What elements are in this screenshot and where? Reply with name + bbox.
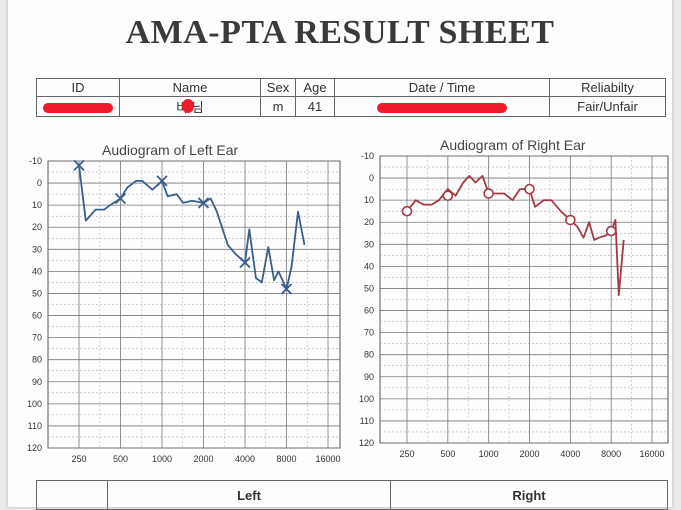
x-tick-label: 500 (113, 454, 128, 464)
y-tick-label: 50 (32, 288, 42, 298)
o-marker (524, 183, 535, 195)
o-marker (401, 205, 413, 217)
x-tick-label: 8000 (601, 449, 621, 459)
y-tick-label: 0 (369, 173, 374, 183)
x-tick-label: 250 (71, 454, 86, 464)
reliability-value: Fair/Unfair (549, 96, 666, 117)
patient-info-table: ID Name Sex Age Date / Time Reliabilty 바… (36, 78, 666, 117)
y-tick-label: 40 (364, 261, 374, 271)
summary-blank-cell (36, 480, 108, 510)
y-tick-label: 10 (364, 195, 374, 205)
x-tick-label: 16000 (315, 454, 340, 464)
x-marker-stroke (114, 192, 127, 205)
y-tick-label: 20 (32, 222, 42, 232)
sex-value: m (260, 96, 296, 117)
x-tick-label: 8000 (276, 454, 296, 464)
x-tick-label: 16000 (639, 449, 664, 459)
y-tick-label: 100 (27, 399, 42, 409)
y-tick-label: 60 (32, 311, 42, 321)
info-value-row: 바 님 m 41 Fair/Unfair (36, 96, 666, 117)
y-tick-label: 70 (364, 328, 374, 338)
left-summary-label: Left (107, 480, 391, 510)
name-header: Name (119, 78, 261, 97)
x-marker (156, 175, 168, 187)
x-marker-stroke (73, 159, 85, 172)
left-ear-audiogram: -10 0 10 20 30 40 50 60 70 80 90 100 110 120 250 500 100… (27, 156, 341, 464)
x-tick-label: 1000 (479, 449, 499, 459)
x-tick-label: 2000 (519, 449, 539, 459)
age-header: Age (295, 78, 335, 97)
info-header-row: ID Name Sex Age Date / Time Reliabilty (36, 78, 666, 97)
date-cell (334, 96, 550, 117)
x-marker-stroke (280, 283, 293, 295)
y-tick-label: 100 (359, 394, 374, 404)
y-tick-label: 70 (32, 333, 42, 343)
x-tick-label: 1000 (152, 454, 172, 464)
x-marker-stroke (239, 256, 251, 269)
right-ear-audiogram: -10 0 10 20 30 40 50 60 70 80 90 100 110 120 250 500 100… (359, 151, 669, 459)
result-sheet: AMA-PTA RESULT SHEET ID Name Sex Age Dat… (8, 0, 672, 510)
o-marker (565, 214, 576, 226)
x-tick-label: 4000 (235, 454, 255, 464)
y-tick-label: 110 (28, 421, 42, 431)
y-tick-label: 10 (32, 200, 42, 210)
y-tick-label: 110 (360, 416, 374, 426)
x-tick-label: 250 (399, 449, 414, 459)
summary-header-row: Left Right (36, 480, 668, 510)
x-tick-label: 2000 (193, 454, 213, 464)
x-marker (73, 159, 85, 172)
y-tick-label: -10 (361, 151, 374, 161)
right-chart-title: Audiogram of Right Ear (440, 137, 586, 153)
y-tick-label: 90 (364, 372, 374, 382)
x-marker-stroke (197, 197, 210, 209)
y-tick-label: 50 (364, 283, 374, 293)
o-marker (483, 188, 494, 199)
id-cell (36, 96, 120, 117)
x-marker-stroke (156, 175, 168, 187)
threshold-line (406, 174, 625, 297)
date-redaction (377, 102, 507, 113)
y-tick-label: 20 (364, 217, 374, 227)
x-marker (280, 283, 293, 295)
sex-header: Sex (260, 78, 296, 97)
id-header: ID (36, 78, 120, 97)
y-tick-label: -10 (29, 156, 42, 166)
x-tick-label: 4000 (560, 449, 580, 459)
id-redaction (43, 102, 113, 113)
y-tick-label: 80 (32, 355, 42, 365)
y-tick-label: 80 (364, 350, 374, 360)
y-tick-label: 90 (32, 377, 42, 387)
x-marker (114, 192, 127, 205)
reliability-header: Reliabilty (549, 78, 666, 97)
o-marker (605, 225, 617, 237)
y-tick-label: 0 (37, 178, 42, 188)
y-tick-label: 120 (359, 438, 374, 448)
o-marker (442, 190, 454, 202)
y-tick-label: 60 (364, 306, 374, 316)
sheet-title: AMA-PTA RESULT SHEET (125, 14, 555, 51)
x-marker (197, 197, 210, 209)
name-redaction (182, 99, 194, 113)
right-summary-label: Right (390, 480, 668, 510)
y-tick-label: 120 (27, 443, 42, 453)
x-marker (239, 256, 251, 269)
age-value: 41 (295, 96, 335, 117)
left-chart-title: Audiogram of Left Ear (102, 142, 239, 158)
y-tick-label: 30 (32, 244, 42, 254)
summary-table: Left Right (36, 480, 668, 510)
x-tick-label: 500 (440, 449, 455, 459)
y-tick-label: 40 (32, 266, 42, 276)
name-cell: 바 님 (119, 96, 261, 117)
date-header: Date / Time (334, 78, 550, 97)
y-tick-label: 30 (364, 239, 374, 249)
